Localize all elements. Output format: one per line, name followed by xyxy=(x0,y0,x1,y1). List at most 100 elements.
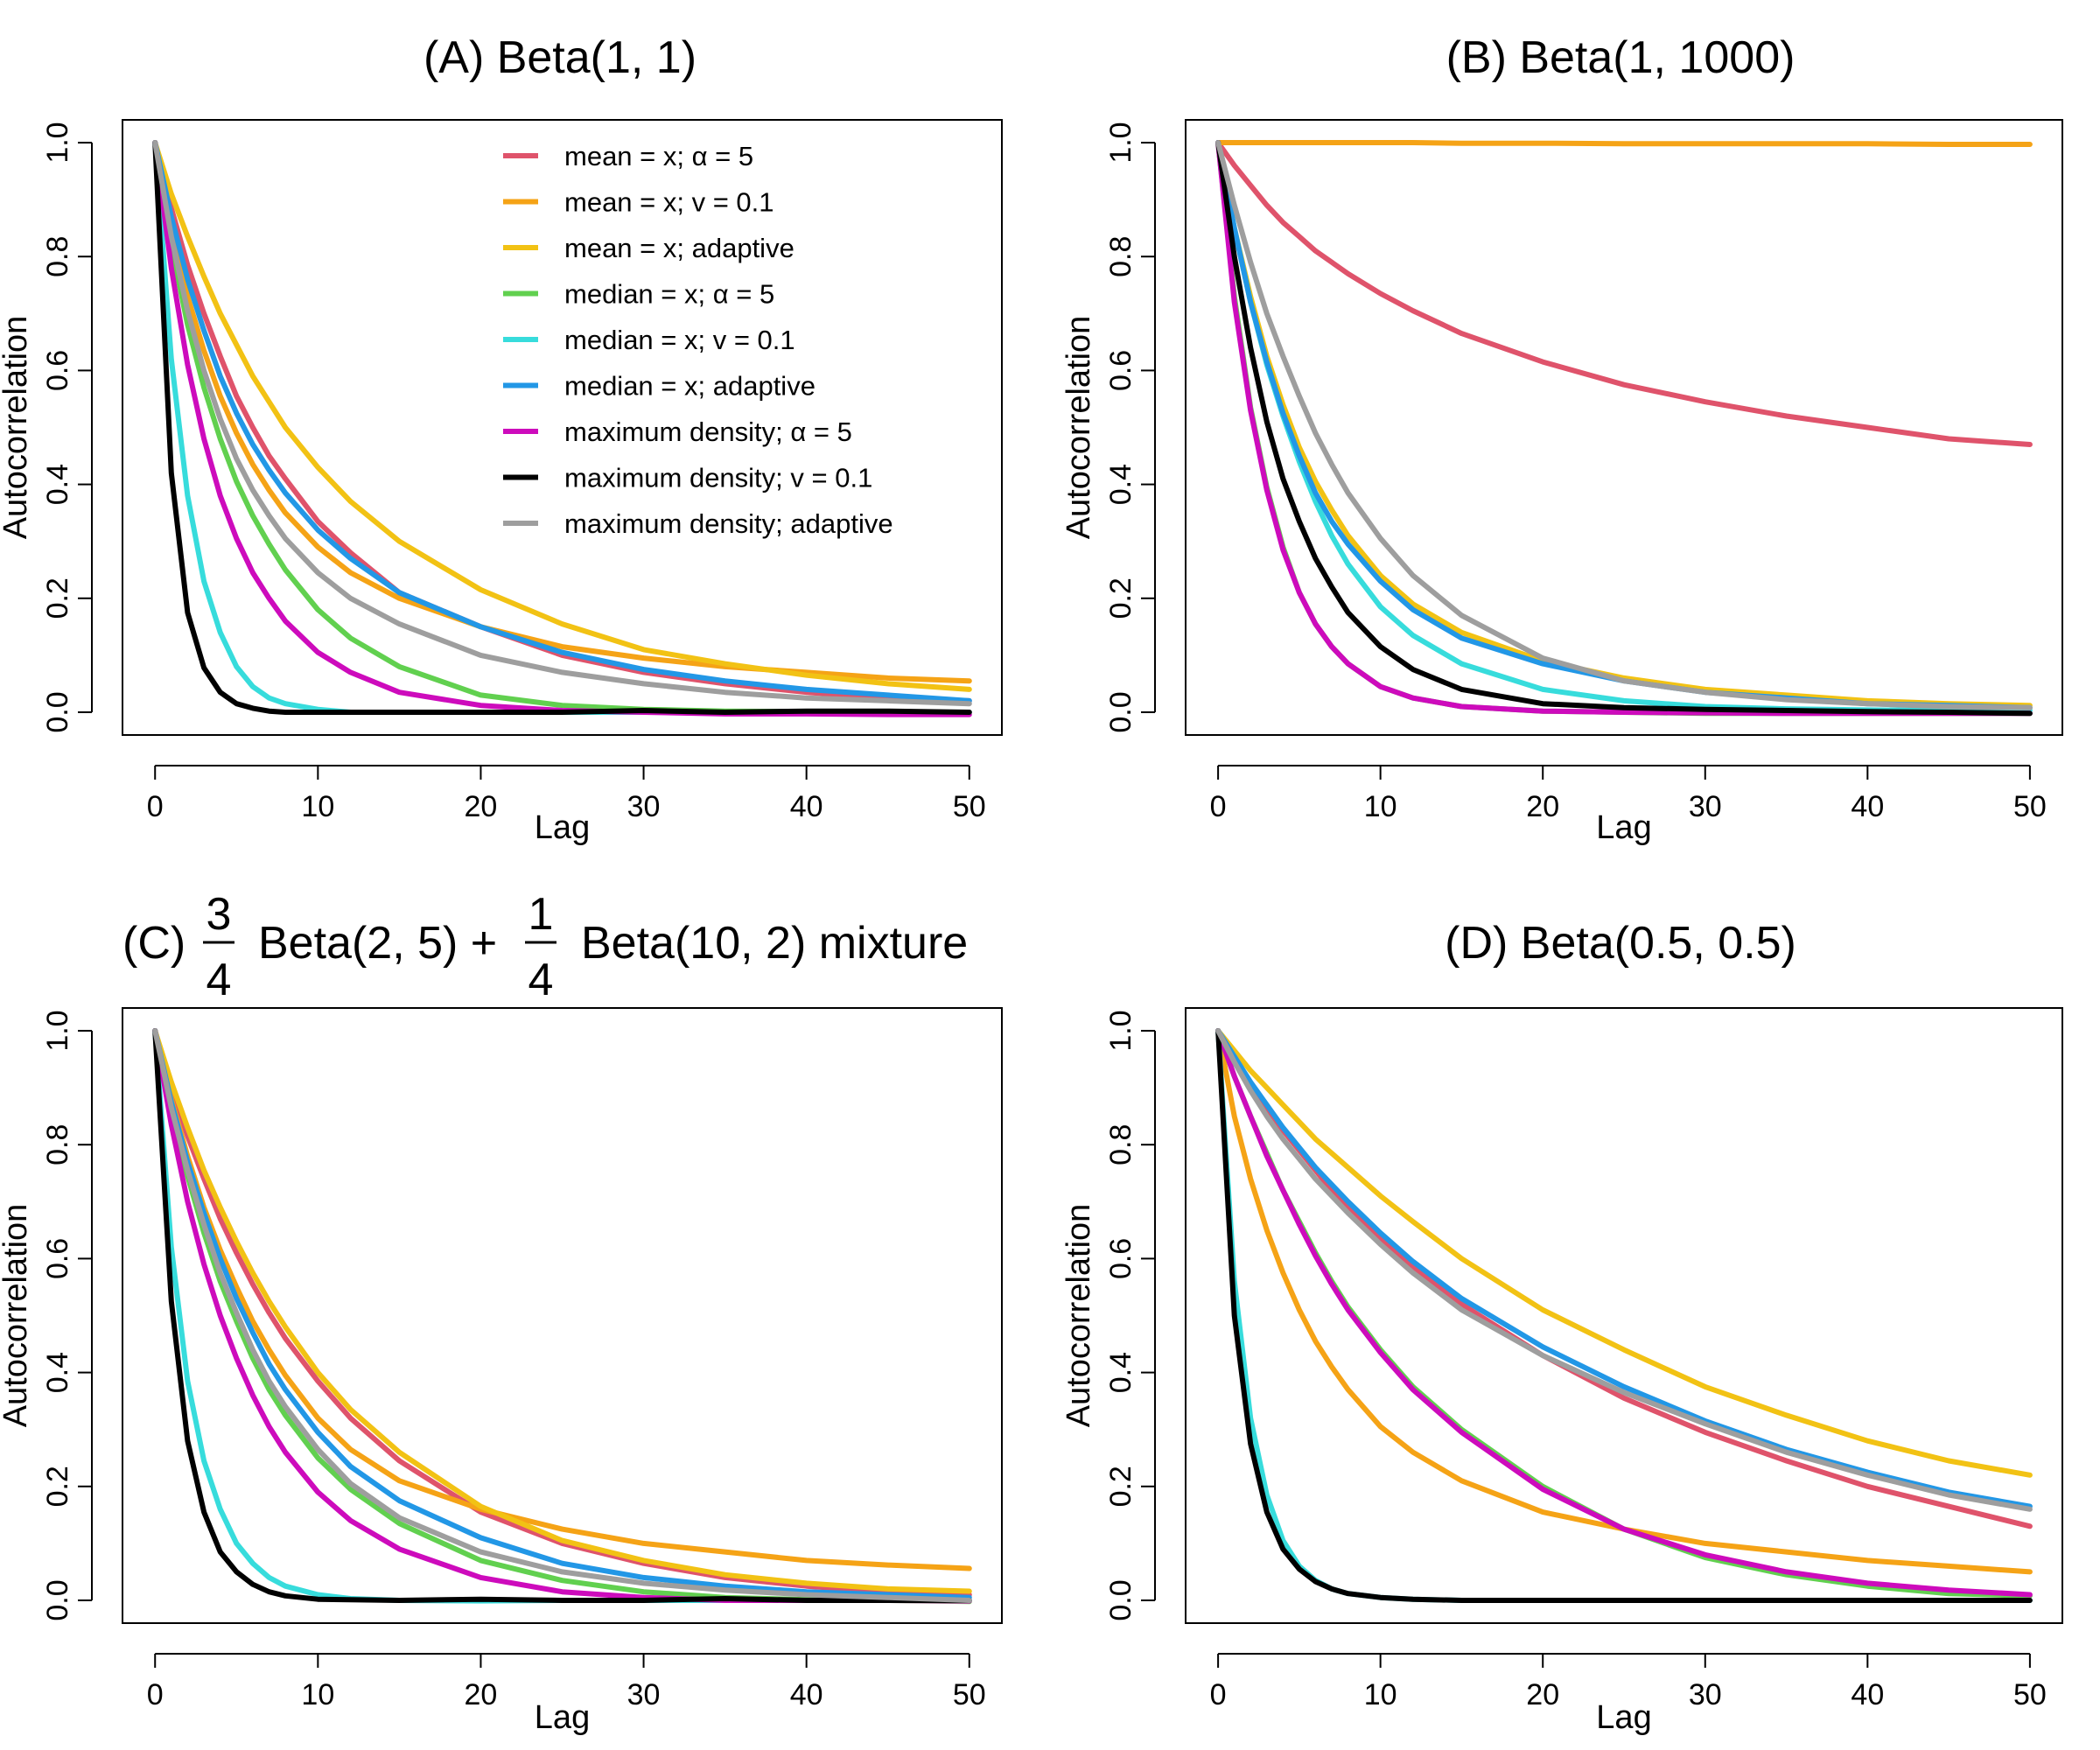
panel-c-y-tick-label: 1.0 xyxy=(41,1010,74,1051)
panel-b-y-tick-label: 0.8 xyxy=(1104,236,1138,277)
panel-c: (C) 3 4 Beta(2, 5) + 1 4 Beta(10, 2) mix… xyxy=(0,889,1003,1736)
panel-d-series-mean-adaptive xyxy=(1215,1028,2033,1478)
panel-c-y-tick-label: 0.0 xyxy=(41,1579,74,1620)
panel-a-y-tick-label: 0.2 xyxy=(41,578,74,619)
panel-b-x-tick-label: 40 xyxy=(1851,790,1884,823)
panel-d-y-tick-label: 0.4 xyxy=(1104,1352,1138,1393)
legend-label-median-alpha5: median = x; α = 5 xyxy=(564,279,774,310)
panel-d-series-median-adaptive xyxy=(1215,1028,2033,1509)
legend-label-maxdens-v01: maximum density; v = 0.1 xyxy=(564,463,872,494)
panel-a-x-tick-label: 50 xyxy=(953,790,986,823)
panel-d-x-tick-label: 30 xyxy=(1689,1678,1722,1712)
panel-d-series-mean-v01 xyxy=(1215,1028,2033,1575)
panel-c-y-tick-label: 0.4 xyxy=(41,1352,74,1393)
panel-d-plot-frame xyxy=(1185,1007,2063,1624)
panel-c-y-axis-label: Autocorrelation xyxy=(0,1204,34,1428)
panel-d-x-tick-label: 50 xyxy=(2013,1678,2047,1712)
panel-c-x-tick-label: 50 xyxy=(953,1678,986,1712)
panel-a-y-tick-label: 1.0 xyxy=(41,122,74,163)
panel-c-x-axis-label: Lag xyxy=(535,1699,590,1736)
panel-d-series-maxdens-adaptive xyxy=(1215,1028,2033,1512)
panel-c-x-tick-label: 20 xyxy=(465,1678,498,1712)
panel-b-y-tick-label: 1.0 xyxy=(1104,122,1138,163)
legend-label-mean-v01: mean = x; v = 0.1 xyxy=(564,187,774,218)
panel-b-series-mean-adaptive xyxy=(1215,140,2033,709)
panel-d-title: (D) Beta(0.5, 0.5) xyxy=(1445,918,1796,969)
panel-d-y-tick-label: 0.6 xyxy=(1104,1238,1138,1279)
panel-a-series-median-adaptive xyxy=(152,140,972,704)
panel-a-y-tick-label: 0.0 xyxy=(41,691,74,732)
panel-d-series-median-v01 xyxy=(1215,1028,2033,1603)
panel-b-y-tick-label: 0.4 xyxy=(1104,464,1138,505)
panel-a-series-maxdens-adaptive xyxy=(152,140,972,707)
panel-a: (A) Beta(1, 1) 0 10 20 30 40 50 Lag 0.0 0.2 0.4 0.… xyxy=(0,32,1003,846)
panel-c-series-mean-adaptive xyxy=(152,1028,972,1594)
panel-a-x-tick-label: 40 xyxy=(790,790,823,823)
panel-b-y-axis-label: Autocorrelation xyxy=(1060,316,1097,540)
panel-c-frac2-den: 4 xyxy=(528,955,554,1005)
panel-a-series-maxdens-v01 xyxy=(152,140,972,715)
panel-b-series-median-adaptive xyxy=(1215,140,2033,710)
panel-b: (B) Beta(1, 1000) 0 10 20 30 40 50 Lag 0.0 0.2 0.… xyxy=(1060,32,2063,846)
panel-c-series-maxdens-v01 xyxy=(152,1028,972,1603)
panel-c-plot-frame xyxy=(122,1007,1003,1624)
panel-a-x-tick-label: 30 xyxy=(627,790,661,823)
panel-b-y-tick-label: 0.0 xyxy=(1104,691,1138,732)
panel-c-y-tick-label: 0.6 xyxy=(41,1238,74,1279)
legend: mean = x; α = 5 mean = x; v = 0.1 mean = x… xyxy=(503,141,893,539)
panel-d-x-axis-label: Lag xyxy=(1596,1699,1651,1736)
legend-label-maxdens-alpha5: maximum density; α = 5 xyxy=(564,416,852,447)
panel-c-title-prefix: (C) xyxy=(122,918,186,969)
panel-b-title: (B) Beta(1, 1000) xyxy=(1446,32,1796,83)
panel-c-frac2-num: 1 xyxy=(528,889,554,940)
panel-c-x-tick-label: 0 xyxy=(147,1678,164,1712)
panel-c-series-mean-v01 xyxy=(152,1028,972,1572)
panel-a-series-mean-adaptive xyxy=(152,140,972,692)
panel-a-x-tick-label: 0 xyxy=(147,790,164,823)
panel-b-x-tick-label: 20 xyxy=(1526,790,1559,823)
panel-d-y-tick-label: 0.2 xyxy=(1104,1466,1138,1507)
panel-b-series-mean-v01 xyxy=(1215,140,2033,147)
panel-c-series-mean-alpha5 xyxy=(152,1028,972,1598)
panel-d-y-tick-label: 1.0 xyxy=(1104,1010,1138,1051)
legend-label-mean-adaptive: mean = x; adaptive xyxy=(564,233,794,263)
panel-b-series-median-v01 xyxy=(1215,140,2033,713)
panel-c-y-tick-label: 0.8 xyxy=(41,1124,74,1166)
panel-c-x-tick-label: 10 xyxy=(301,1678,334,1712)
panel-c-title-mid: Beta(2, 5) + xyxy=(258,918,497,969)
panel-b-x-tick-label: 0 xyxy=(1210,790,1227,823)
panel-c-title-suffix: Beta(10, 2) mixture xyxy=(581,918,968,969)
panel-d-series-median-alpha5 xyxy=(1215,1028,2033,1599)
panel-d-series-maxdens-alpha5 xyxy=(1215,1028,2033,1598)
panel-b-plot-frame xyxy=(1185,119,2063,736)
panel-b-series-maxdens-alpha5 xyxy=(1215,140,2033,717)
panel-d-x-tick-label: 0 xyxy=(1210,1678,1227,1712)
panel-c-x-tick-label: 40 xyxy=(790,1678,823,1712)
panel-b-y-tick-label: 0.2 xyxy=(1104,578,1138,619)
panel-d-y-tick-label: 0.8 xyxy=(1104,1124,1138,1166)
panel-b-x-axis-label: Lag xyxy=(1596,809,1651,846)
panel-a-title: (A) Beta(1, 1) xyxy=(424,32,696,83)
panel-a-series-mean-alpha5 xyxy=(152,140,972,704)
panel-c-series-median-adaptive xyxy=(152,1028,972,1600)
panel-d: (D) Beta(0.5, 0.5) 0 10 20 30 40 50 Lag 0.0 0.2 0… xyxy=(1060,918,2063,1736)
panel-b-series-maxdens-v01 xyxy=(1215,140,2033,717)
panel-d-x-tick-label: 40 xyxy=(1851,1678,1884,1712)
panel-a-y-axis-label: Autocorrelation xyxy=(0,316,34,540)
panel-c-series-maxdens-adaptive xyxy=(152,1028,972,1603)
panel-d-series-maxdens-v01 xyxy=(1215,1028,2033,1603)
panel-c-y-tick-label: 0.2 xyxy=(41,1466,74,1507)
panel-b-x-tick-label: 50 xyxy=(2013,790,2047,823)
panel-a-series-mean-v01 xyxy=(152,140,972,684)
panel-d-x-tick-label: 20 xyxy=(1526,1678,1559,1712)
legend-label-median-adaptive: median = x; adaptive xyxy=(564,371,816,402)
panel-b-y-tick-label: 0.6 xyxy=(1104,350,1138,391)
legend-label-median-v01: median = x; v = 0.1 xyxy=(564,325,795,355)
panel-a-plot-frame xyxy=(122,119,1003,736)
panel-b-x-tick-label: 10 xyxy=(1364,790,1397,823)
panel-a-x-axis-label: Lag xyxy=(535,809,590,846)
panel-b-series-mean-alpha5 xyxy=(1215,140,2033,447)
panel-d-y-axis-label: Autocorrelation xyxy=(1060,1204,1097,1428)
panel-d-y-tick-label: 0.0 xyxy=(1104,1579,1138,1620)
